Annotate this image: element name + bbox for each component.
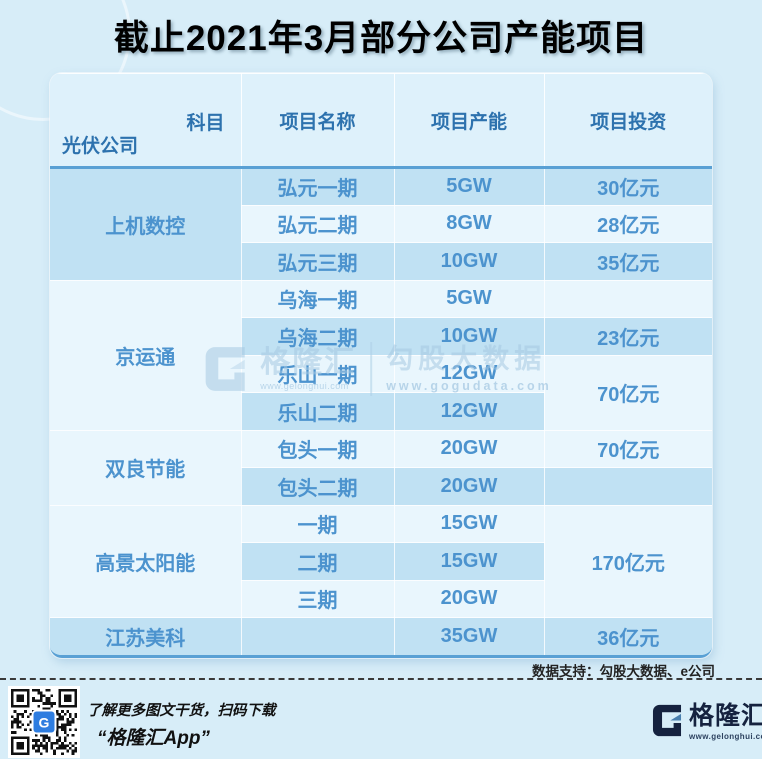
project-name-cell: 一期 [240,504,395,543]
corner-company-label: 光伏公司 [62,136,139,157]
corner-header-cell: 科目光伏公司 [50,73,242,169]
table-row: 弘元二期 8GW 28亿元 [50,204,712,243]
capacity-cell: 10GW [393,317,545,356]
company-cell: 上机数控 [50,167,242,281]
project-name-cell [240,617,395,655]
capacity-table-container: 科目 光伏公司 项目名称 项目产能 项目投资 上机数控 弘元一期 5GW 30亿元 弘元二期 8GW… [50,73,712,658]
gelonghui-logo-text: 格隆汇 www.gelonghui.com [689,702,762,742]
project-name-cell: 乐山二期 [241,392,395,431]
brand-name: 格隆汇 [689,702,762,730]
investment-cell [543,467,712,506]
project-name-cell: 弘元三期 [241,242,395,281]
table-row: 包头二期 20GW [50,467,712,506]
qr-center-logo: G [31,709,57,735]
project-name-cell: 乐山一期 [241,354,395,393]
investment-cell: 70亿元 [543,429,712,468]
project-name-cell: 乌海二期 [241,317,395,356]
capacity-cell: 5GW [393,167,545,206]
project-name-cell: 二期 [241,542,395,581]
investment-cell [543,279,712,318]
capacity-cell: 35GW [393,617,545,655]
investment-cell: 70亿元 [543,354,712,431]
data-support-note: 数据支持：勾股大数据、e公司 [531,664,715,679]
table-row: 弘元三期 10GW 35亿元 [50,242,712,281]
table-row: 乐山二期 12GW [50,392,712,431]
investment-cell: 35亿元 [543,242,712,281]
company-cell: 京运通 [50,279,242,431]
project-name-cell: 弘元二期 [241,204,395,243]
project-name-cell: 弘元一期 [240,167,395,206]
capacity-cell: 20GW [393,579,544,618]
capacity-cell: 20GW [393,467,545,506]
column-header: 项目产能 [393,73,545,169]
capacity-cell: 12GW [393,354,545,393]
company-cell: 江苏美科 [50,617,242,655]
capacity-table: 科目 光伏公司 项目名称 项目产能 项目投资 上机数控 弘元一期 5GW 30亿元 弘元二期 8GW… [50,73,712,655]
footer-dashed-divider [0,678,762,680]
capacity-cell: 8GW [393,204,545,243]
capacity-cell: 20GW [393,429,545,468]
table-row: 二期 15GW [50,542,712,581]
capacity-cell: 10GW [393,242,545,281]
investment-cell: 23亿元 [543,317,712,356]
table-row: 江苏美科 35GW 36亿元 [50,617,712,655]
investment-cell: 30亿元 [543,167,712,206]
capacity-cell: 15GW [393,504,545,543]
table-row: 双良节能 包头一期 20GW 70亿元 [50,429,712,506]
promo-app-name: “格隆汇App” [97,728,210,749]
company-cell: 高景太阳能 [50,504,242,618]
project-name-cell: 三期 [241,579,395,618]
capacity-cell: 5GW [393,279,545,318]
capacity-cell: 15GW [393,542,544,581]
investment-cell: 170亿元 [543,504,712,618]
project-name-cell: 包头二期 [241,467,395,506]
table-row: 上机数控 弘元一期 5GW 30亿元 [50,167,712,281]
corner-subject-label: 科目 [186,113,225,134]
capacity-cell: 12GW [393,392,544,431]
column-header: 项目投资 [543,73,712,169]
gelonghui-logo-icon [652,704,682,742]
project-name-cell: 包头一期 [240,429,395,468]
promo-text: 了解更多图文干货，扫码下载 [87,703,276,719]
project-name-cell: 乌海一期 [240,279,395,318]
column-header: 项目名称 [240,73,395,169]
qr-code: G [8,686,80,758]
table-row: 京运通 乌海一期 5GW [50,279,712,431]
table-row: 高景太阳能 一期 15GW 170亿元 [50,504,712,618]
company-cell: 双良节能 [50,429,242,506]
brand-url: www.gelonghui.com [689,732,762,741]
gelonghui-footer-logo: 格隆汇 www.gelonghui.com [652,704,762,742]
investment-cell: 36亿元 [543,617,712,655]
page-title: 截止2021年3月部分公司产能项目 [113,19,649,58]
investment-cell: 28亿元 [543,204,712,243]
